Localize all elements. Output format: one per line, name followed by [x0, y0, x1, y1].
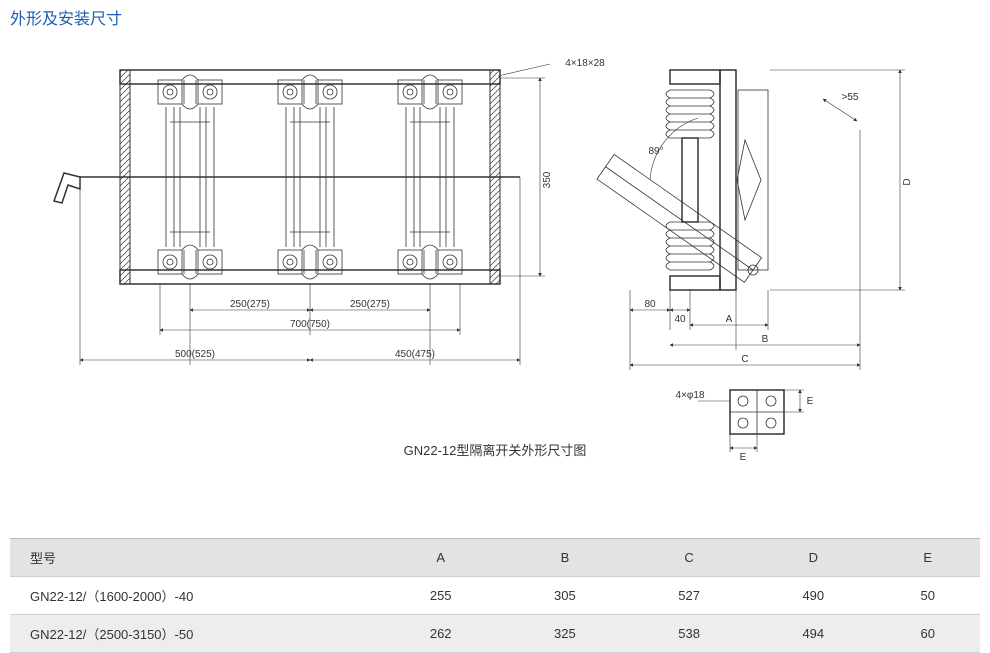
drawing-caption: GN22-12型隔离开关外形尺寸图 — [0, 440, 990, 459]
table-header: A — [379, 539, 503, 577]
dim-height: 350 — [542, 171, 553, 188]
table-header: E — [875, 539, 980, 577]
dim-b: B — [762, 334, 769, 345]
dim-off-r: 40 — [674, 314, 686, 325]
table-cell: GN22-12/（1600-2000）-40 — [10, 577, 379, 615]
table-cell: 255 — [379, 577, 503, 615]
table-header: B — [503, 539, 627, 577]
front-view: 4×18×28 350 250(275) 250(275) 700(750) 5… — [54, 58, 605, 365]
dim-c: C — [741, 354, 748, 365]
table-cell: 50 — [875, 577, 980, 615]
table-cell: 305 — [503, 577, 627, 615]
table-header: C — [627, 539, 751, 577]
table-cell: 527 — [627, 577, 751, 615]
dim-hole-label: 4×18×28 — [565, 58, 605, 69]
dim-right: 450(475) — [395, 349, 435, 360]
dim-d: D — [902, 178, 913, 185]
table-cell: 490 — [751, 577, 875, 615]
dim-inner: 700(750) — [290, 319, 330, 330]
dimensions-table: 型号ABCDE GN22-12/（1600-2000）-402553055274… — [10, 538, 980, 653]
dim-e-top: E — [807, 396, 814, 407]
table-header: 型号 — [10, 539, 379, 577]
dim-off-l: 80 — [644, 299, 656, 310]
dim-angle: 89° — [648, 146, 663, 157]
dim-bracket-hole: 4×φ18 — [675, 390, 704, 401]
table-header: D — [751, 539, 875, 577]
side-view: 89° >55 80 40 A B C D — [597, 70, 913, 370]
dim-spacing-l: 250(275) — [230, 299, 270, 310]
dim-spacing-r: 250(275) — [350, 299, 390, 310]
page-title: 外形及安装尺寸 — [10, 5, 122, 29]
table-row: GN22-12/（1600-2000）-4025530552749050 — [10, 577, 980, 615]
dim-left: 500(525) — [175, 349, 215, 360]
dim-swing: >55 — [842, 92, 859, 103]
dim-a: A — [726, 314, 733, 325]
technical-drawing: 4×18×28 350 250(275) 250(275) 700(750) 5… — [50, 50, 950, 470]
